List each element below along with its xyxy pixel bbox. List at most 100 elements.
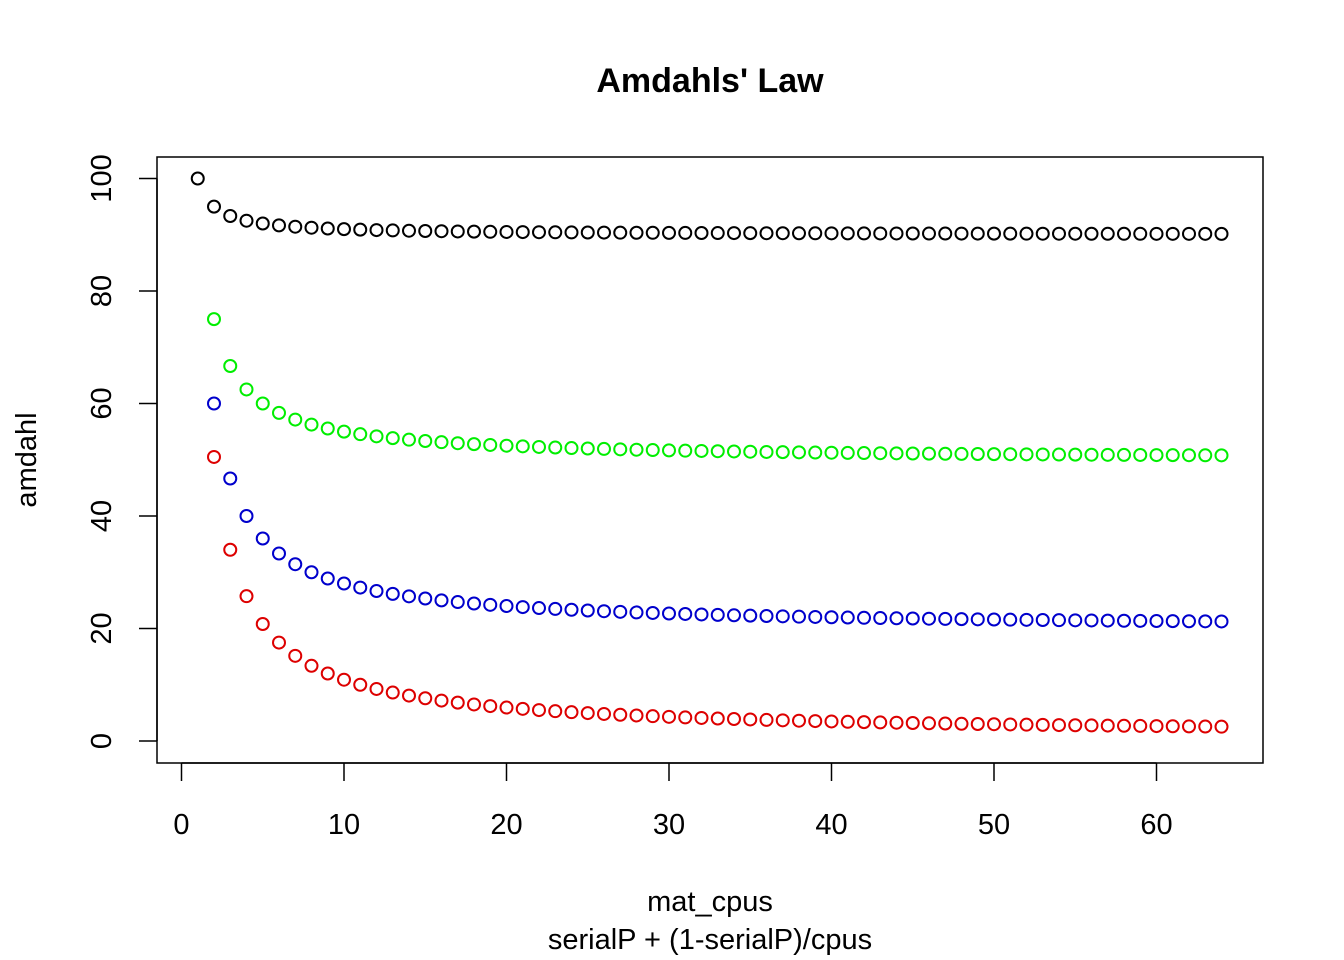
data-point: [483, 597, 498, 612]
data-point: [402, 688, 416, 703]
data-point: [1019, 447, 1034, 462]
data-point: [597, 604, 611, 619]
data-point: [1214, 614, 1229, 629]
data-point: [1100, 718, 1115, 733]
data-point: [743, 608, 758, 623]
data-point: [743, 226, 758, 241]
data-point: [369, 584, 384, 598]
data-point: [873, 715, 888, 730]
data-point: [1198, 614, 1213, 629]
data-point: [418, 591, 433, 606]
data-point: [353, 677, 368, 692]
data-point: [564, 441, 579, 456]
y-axis: 0 20 40 60 80 100: [86, 154, 158, 749]
data-point: [889, 611, 904, 626]
data-point: [580, 441, 595, 456]
data-point: [727, 608, 741, 623]
data-point: [1198, 719, 1213, 734]
data-point: [223, 471, 238, 486]
data-point: [272, 635, 286, 650]
data-point: [223, 359, 238, 373]
data-point: [580, 225, 595, 240]
data-point: [987, 447, 1001, 462]
data-point: [808, 714, 823, 729]
data-point: [922, 226, 936, 241]
data-point: [710, 607, 725, 622]
data-point: [515, 701, 530, 716]
data-point: [1052, 226, 1066, 241]
data-point: [629, 605, 644, 620]
data-point: [970, 226, 985, 241]
data-point: [369, 223, 384, 238]
data-point: [467, 437, 481, 452]
y-tick-label: 0: [86, 733, 118, 749]
data-point: [938, 611, 953, 626]
data-point: [1165, 226, 1180, 241]
data-point: [515, 225, 530, 240]
data-point: [613, 707, 628, 722]
data-point: [792, 445, 806, 460]
y-tick-label: 80: [86, 275, 118, 307]
data-point: [792, 609, 806, 624]
data-point: [938, 716, 953, 731]
data-point: [938, 446, 953, 461]
data-point: [662, 709, 676, 724]
data-point: [1003, 612, 1018, 627]
data-point: [483, 437, 498, 452]
data-point: [207, 449, 221, 464]
data-point: [857, 610, 871, 625]
data-point: [304, 417, 319, 432]
data-point: [1133, 613, 1148, 628]
data-point: [1165, 448, 1180, 463]
data-point: [694, 710, 709, 725]
data-point: [1133, 226, 1148, 241]
data-point: [304, 565, 319, 580]
data-point: [840, 445, 855, 460]
data-point: [337, 424, 351, 439]
data-point: [613, 225, 628, 240]
data-point: [1117, 226, 1131, 241]
x-tick-label: 20: [490, 809, 522, 841]
data-point: [353, 222, 368, 237]
data-point: [1182, 226, 1196, 241]
data-point: [1214, 448, 1229, 463]
data-point: [1052, 447, 1066, 462]
data-point: [775, 226, 790, 241]
data-point: [369, 681, 384, 696]
data-point: [418, 224, 433, 238]
data-point: [239, 213, 254, 228]
data-point: [922, 611, 936, 626]
data-point: [824, 610, 839, 625]
data-point: [483, 699, 498, 714]
data-point: [418, 691, 433, 706]
data-point: [710, 444, 725, 459]
data-point: [1084, 718, 1099, 733]
data-point: [304, 220, 319, 235]
x-axis-label: mat_cpus: [647, 886, 773, 918]
data-point: [1003, 226, 1018, 241]
data-point: [320, 666, 335, 681]
data-point: [255, 617, 270, 631]
y-tick-label: 60: [86, 387, 118, 419]
data-point: [792, 226, 806, 241]
data-point: [223, 209, 238, 223]
data-point: [775, 445, 790, 460]
x-axis: 0 10 20 30 40 50 60: [173, 762, 1173, 841]
data-point: [597, 441, 611, 456]
data-point: [385, 685, 400, 700]
data-point: [402, 589, 416, 604]
data-point: [467, 697, 481, 712]
data-point: [1182, 614, 1196, 629]
data-point: [467, 596, 481, 611]
y-tick-label: 40: [86, 500, 118, 532]
x-tick-label: 60: [1140, 809, 1172, 841]
data-point: [840, 714, 855, 729]
data-point: [954, 612, 969, 627]
data-point: [922, 446, 936, 461]
data-point: [727, 444, 741, 459]
data-point: [1100, 226, 1115, 241]
data-point: [857, 226, 871, 241]
data-point: [727, 711, 741, 726]
data-point: [1084, 447, 1099, 462]
